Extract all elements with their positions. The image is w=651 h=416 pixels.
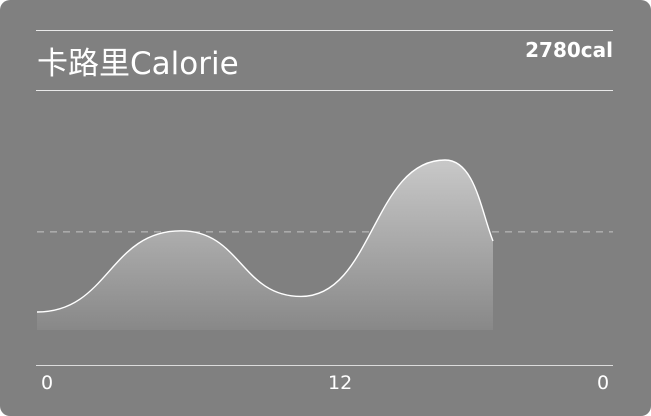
x-axis-line	[36, 365, 613, 366]
calorie-total: 2780cal	[525, 38, 613, 62]
card-title: 卡路里Calorie	[37, 46, 239, 82]
x-tick-label-start: 0	[41, 372, 54, 394]
x-tick-label-end: 0	[597, 372, 610, 394]
header-divider	[36, 90, 613, 91]
calorie-series-line	[36, 159, 494, 313]
calorie-area-fill	[37, 160, 493, 330]
x-tick-label-mid: 12	[328, 372, 353, 394]
top-divider	[36, 30, 613, 31]
